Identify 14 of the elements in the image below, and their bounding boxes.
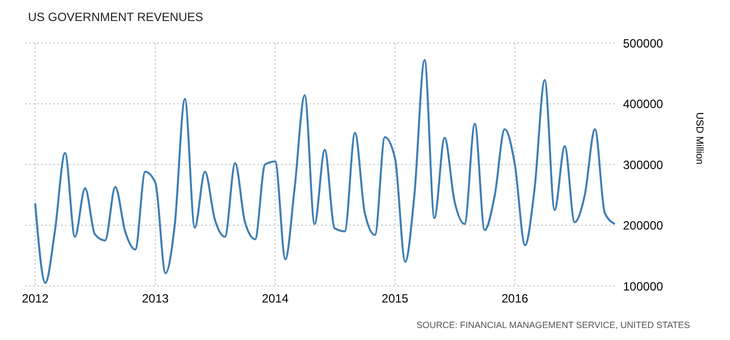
x-tick-label: 2014 (262, 292, 289, 306)
y-axis-title: USD Million (693, 112, 704, 164)
y-tick-label: 300000 (623, 158, 664, 172)
x-tick-label: 2016 (502, 292, 529, 306)
source-note: SOURCE: FINANCIAL MANAGEMENT SERVICE, UNITED STATES (416, 320, 690, 330)
x-tick-label: 2015 (382, 292, 409, 306)
chart-title: US GOVERNMENT REVENUES (28, 10, 204, 24)
x-tick-label: 2013 (142, 292, 170, 306)
line-series (34, 59, 615, 284)
y-tick-label: 200000 (623, 218, 664, 233)
x-tick-label: 2012 (22, 292, 49, 306)
y-tick-label: 400000 (623, 97, 664, 112)
y-tick-label: 500000 (623, 36, 664, 50)
y-tick-label: 100000 (623, 279, 664, 294)
